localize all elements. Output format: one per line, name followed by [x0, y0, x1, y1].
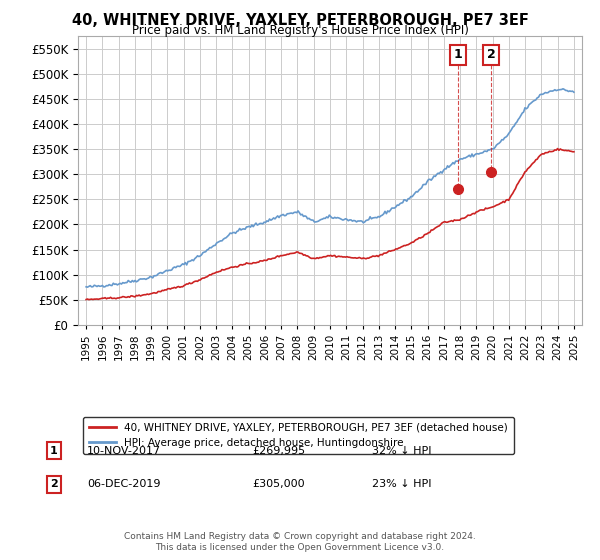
- Text: 06-DEC-2019: 06-DEC-2019: [87, 479, 161, 489]
- Text: 32% ↓ HPI: 32% ↓ HPI: [372, 446, 431, 456]
- Text: Contains HM Land Registry data © Crown copyright and database right 2024.
This d: Contains HM Land Registry data © Crown c…: [124, 532, 476, 552]
- Text: 10-NOV-2017: 10-NOV-2017: [87, 446, 161, 456]
- Text: £305,000: £305,000: [252, 479, 305, 489]
- Legend: 40, WHITNEY DRIVE, YAXLEY, PETERBOROUGH, PE7 3EF (detached house), HPI: Average : 40, WHITNEY DRIVE, YAXLEY, PETERBOROUGH,…: [83, 417, 514, 454]
- Text: 1: 1: [50, 446, 58, 456]
- Text: 23% ↓ HPI: 23% ↓ HPI: [372, 479, 431, 489]
- Text: £269,995: £269,995: [252, 446, 305, 456]
- Text: 1: 1: [454, 49, 462, 62]
- Text: 2: 2: [487, 49, 496, 62]
- Text: Price paid vs. HM Land Registry's House Price Index (HPI): Price paid vs. HM Land Registry's House …: [131, 24, 469, 37]
- Text: 40, WHITNEY DRIVE, YAXLEY, PETERBOROUGH, PE7 3EF: 40, WHITNEY DRIVE, YAXLEY, PETERBOROUGH,…: [71, 13, 529, 28]
- Text: 2: 2: [50, 479, 58, 489]
